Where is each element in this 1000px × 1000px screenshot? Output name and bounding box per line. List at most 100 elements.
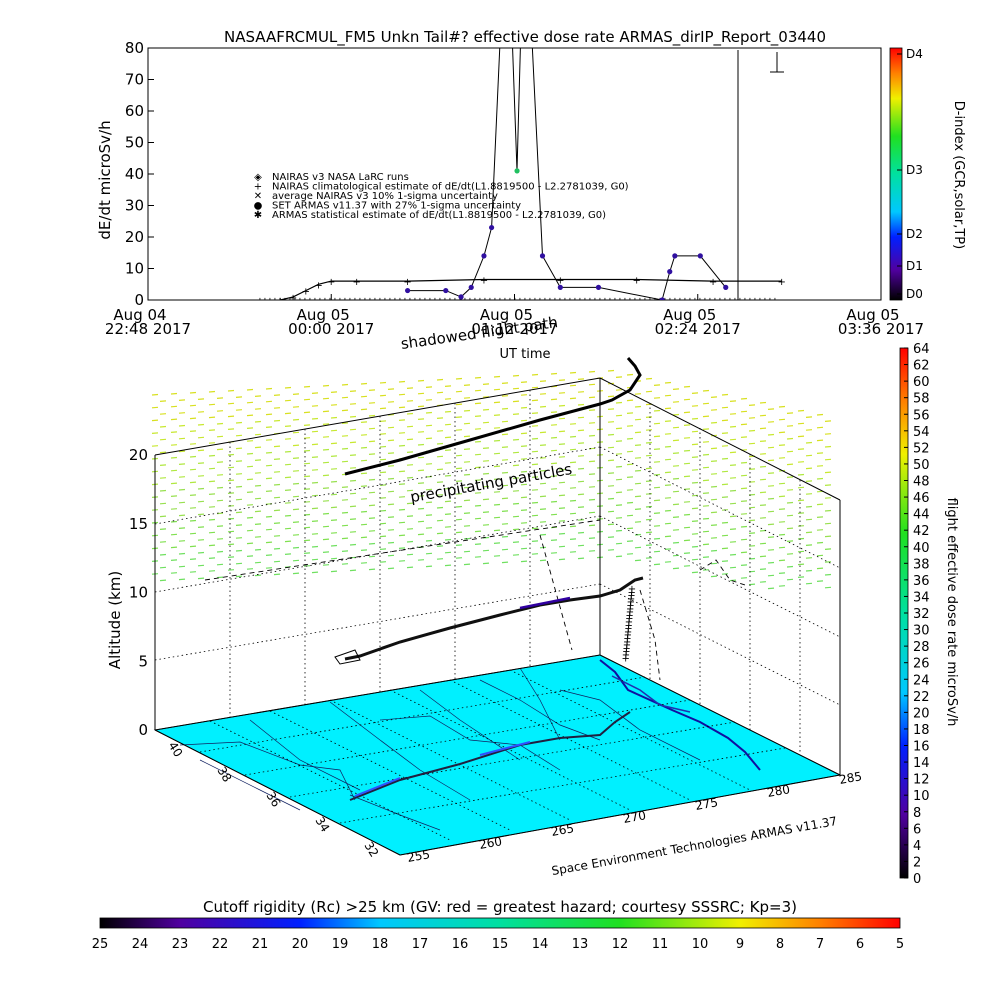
particle-dash (436, 494, 444, 496)
particle-dash (748, 506, 756, 509)
particle-dash (235, 537, 243, 539)
rigidity-tick-label: 10 (692, 937, 709, 952)
particle-dash (246, 427, 254, 429)
particle-dash (569, 423, 577, 425)
particle-dash (178, 399, 186, 401)
particle-dash (520, 406, 528, 409)
particle-dash (729, 502, 737, 505)
particle-dash (444, 398, 452, 400)
particle-dash (265, 426, 273, 428)
particle-dash (197, 475, 205, 477)
particle-dash (767, 574, 775, 577)
climatology-mark: + (701, 296, 709, 307)
dose-tick-label: 8 (913, 806, 921, 821)
particle-dash (360, 421, 368, 423)
y-axis-label: dE/dt microSv/h (96, 120, 114, 239)
climatology-mark: + (486, 296, 494, 307)
particle-dash (159, 451, 167, 454)
particle-dash (455, 480, 463, 482)
particle-dash (208, 557, 216, 559)
particle-dash (227, 543, 235, 546)
particle-dash (824, 497, 832, 499)
altitude-tick-label: 20 (129, 446, 148, 464)
particle-dash (273, 407, 281, 409)
nairas-point: + (556, 276, 564, 287)
particle-dash (797, 550, 805, 553)
legend-symbol: ✱ (254, 210, 262, 221)
particle-dash (683, 424, 691, 426)
particle-dash (550, 372, 558, 375)
particle-dash (463, 397, 471, 399)
particle-dash (824, 548, 832, 550)
particle-dash (387, 490, 395, 493)
particle-dash (360, 498, 368, 500)
climatology-mark: + (426, 296, 434, 307)
particle-dash (626, 527, 634, 530)
particle-dash (748, 442, 756, 445)
particle-dash (330, 544, 338, 547)
particle-dash (474, 402, 482, 405)
particle-dash (501, 510, 509, 512)
particle-dash (349, 505, 357, 508)
particle-dash (664, 394, 672, 397)
particle-dash (702, 543, 710, 546)
particle-dash (330, 493, 338, 496)
particle-dash (292, 508, 300, 511)
particle-dash (246, 516, 254, 519)
particle-dash (455, 467, 463, 470)
particle-dash (322, 461, 330, 464)
particle-dash (216, 397, 224, 399)
particle-dash (683, 552, 691, 554)
particle-dash (501, 395, 509, 397)
particle-dash (778, 572, 786, 574)
particle-dash (531, 386, 539, 389)
particle-dash (303, 462, 311, 465)
particle-dash (550, 488, 558, 490)
particle-dash (341, 422, 349, 424)
particle-dash (577, 416, 585, 419)
particle-dash (683, 437, 691, 439)
particle-dash (683, 411, 691, 414)
x-tick-time: 03:36 2017 (838, 320, 924, 338)
particle-dash (634, 418, 642, 421)
particle-dash (197, 564, 205, 567)
particle-dash (235, 575, 243, 578)
particle-dash (273, 483, 281, 486)
particle-dash (531, 425, 539, 427)
d-tick-label: D2 (906, 227, 923, 241)
climatology-mark: + (631, 296, 639, 307)
particle-dash (588, 396, 596, 399)
particle-dash (379, 548, 387, 550)
particle-dash (786, 553, 794, 555)
particle-dash (653, 448, 661, 450)
climatology-mark: + (341, 296, 349, 307)
particle-dash (349, 518, 357, 520)
particle-dash (417, 456, 425, 459)
particle-dash (474, 453, 482, 456)
particle-dash (702, 569, 710, 571)
particle-dash (577, 442, 585, 444)
particle-dash (159, 464, 167, 466)
particle-dash (444, 526, 452, 528)
flight-path-mid-dose (519, 596, 571, 610)
particle-dash (558, 404, 566, 407)
particle-dash (729, 477, 737, 479)
particle-dash (824, 573, 832, 576)
particle-dash (379, 381, 387, 384)
particle-dash (208, 416, 216, 419)
particle-dash (672, 567, 680, 570)
nairas-point: + (403, 277, 411, 288)
particle-dash (691, 558, 699, 561)
particle-dash (322, 538, 330, 541)
particle-dash (425, 565, 433, 568)
climatology-mark: + (311, 296, 319, 307)
particle-dash (512, 541, 520, 543)
particle-dash (710, 409, 718, 411)
climatology-mark: + (541, 296, 549, 307)
particle-dash (664, 497, 672, 499)
particle-dash (691, 494, 699, 497)
x-tick-day: Aug 05 (663, 306, 716, 324)
altitude-tick-label: 5 (138, 652, 148, 670)
particle-dash (425, 552, 433, 555)
particle-dash (664, 471, 672, 474)
